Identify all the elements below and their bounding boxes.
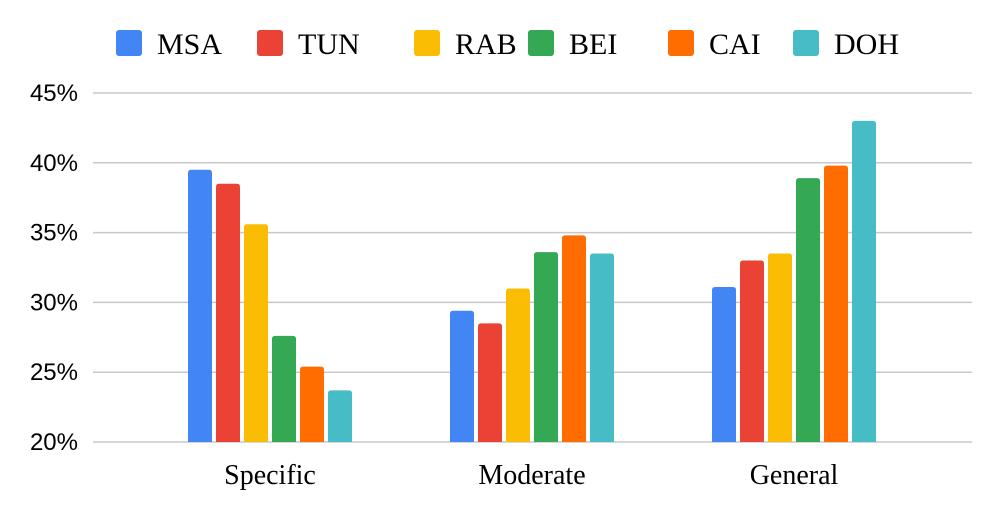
bar-bei-general	[796, 178, 820, 442]
bar-rab-general	[768, 253, 792, 442]
x-tick-label-general: General	[750, 460, 839, 491]
legend-label-bei: BEI	[569, 28, 617, 61]
x-tick-label-specific: Specific	[224, 460, 316, 491]
x-axis: Specific Moderate General	[224, 460, 838, 491]
legend-swatch-tun	[257, 30, 283, 56]
bar-msa-moderate	[450, 310, 474, 442]
legend-swatch-msa	[116, 30, 142, 56]
bar-cai-general	[824, 165, 848, 443]
x-tick-label-moderate: Moderate	[478, 460, 585, 491]
y-axis: 20% 25% 30% 35% 40% 45%	[30, 80, 78, 456]
bar-cai-moderate	[562, 235, 586, 442]
y-tick-label: 35%	[30, 220, 78, 247]
y-tick-label: 30%	[30, 289, 78, 316]
legend-label-cai: CAI	[709, 28, 761, 61]
bar-tun-moderate	[478, 323, 502, 442]
bar-rab-specific	[244, 224, 268, 442]
bar-cai-specific	[300, 366, 324, 442]
bar-bei-moderate	[534, 252, 558, 442]
bars	[188, 120, 876, 443]
legend-swatch-doh	[793, 30, 819, 56]
bar-rab-moderate	[506, 288, 530, 442]
legend-swatch-cai	[668, 30, 694, 56]
legend-label-msa: MSA	[157, 28, 222, 61]
bar-msa-specific	[188, 169, 212, 442]
bar-msa-general	[712, 287, 736, 442]
bar-doh-moderate	[590, 253, 614, 442]
bar-tun-specific	[216, 183, 240, 443]
legend-label-tun: TUN	[298, 28, 360, 61]
legend: MSA TUN RAB BEI CAI DOH	[116, 28, 899, 61]
y-tick-label: 40%	[30, 150, 78, 177]
y-tick-label: 20%	[30, 429, 78, 456]
legend-label-rab: RAB	[455, 28, 517, 61]
y-tick-label: 25%	[30, 359, 78, 386]
legend-label-doh: DOH	[834, 28, 899, 61]
bar-doh-specific	[328, 390, 352, 442]
bar-doh-general	[852, 120, 876, 443]
bar-bei-specific	[272, 335, 296, 442]
legend-swatch-rab	[414, 30, 440, 56]
legend-swatch-bei	[528, 30, 554, 56]
y-tick-label: 45%	[30, 80, 78, 107]
bar-tun-general	[740, 260, 764, 442]
